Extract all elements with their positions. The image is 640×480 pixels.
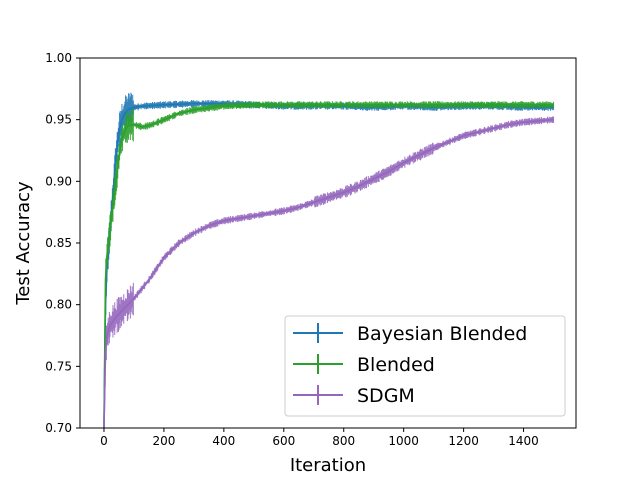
x-tick-label: 200 [152,434,175,448]
y-tick-label: 0.95 [45,113,72,127]
series-sdgm [103,116,555,429]
y-tick-label: 0.75 [45,359,72,373]
x-tick-label: 800 [332,434,355,448]
y-tick-label: 0.80 [45,298,72,312]
x-axis-title: Iteration [290,455,366,476]
y-axis: 0.70 0.75 0.80 0.85 0.90 0.95 1.00 [45,51,80,435]
x-axis: 0 200 400 600 800 1000 1200 1400 [100,428,539,448]
x-tick-label: 1000 [388,434,419,448]
legend-label: SDGM [357,385,415,407]
x-tick-label: 0 [100,434,108,448]
legend-box [284,315,566,417]
x-tick-label: 1400 [508,434,539,448]
x-tick-label: 400 [212,434,235,448]
y-axis-title: Test Accuracy [13,181,34,306]
series-line [103,118,554,429]
y-tick-label: 1.00 [45,51,72,65]
x-tick-label: 600 [272,434,295,448]
x-tick-label: 1200 [448,434,479,448]
legend-item: Bayesian Blended [293,323,527,345]
y-tick-label: 0.90 [45,174,72,188]
series-layer [103,92,555,429]
y-tick-label: 0.85 [45,236,72,250]
legend-label: Bayesian Blended [357,323,527,345]
legend: Bayesian Blended Blended SDGM [284,315,566,417]
legend-item: SDGM [293,385,415,407]
legend-label: Blended [357,354,435,376]
y-tick-label: 0.70 [45,421,72,435]
series-line [103,104,554,429]
legend-item: Blended [293,354,435,376]
